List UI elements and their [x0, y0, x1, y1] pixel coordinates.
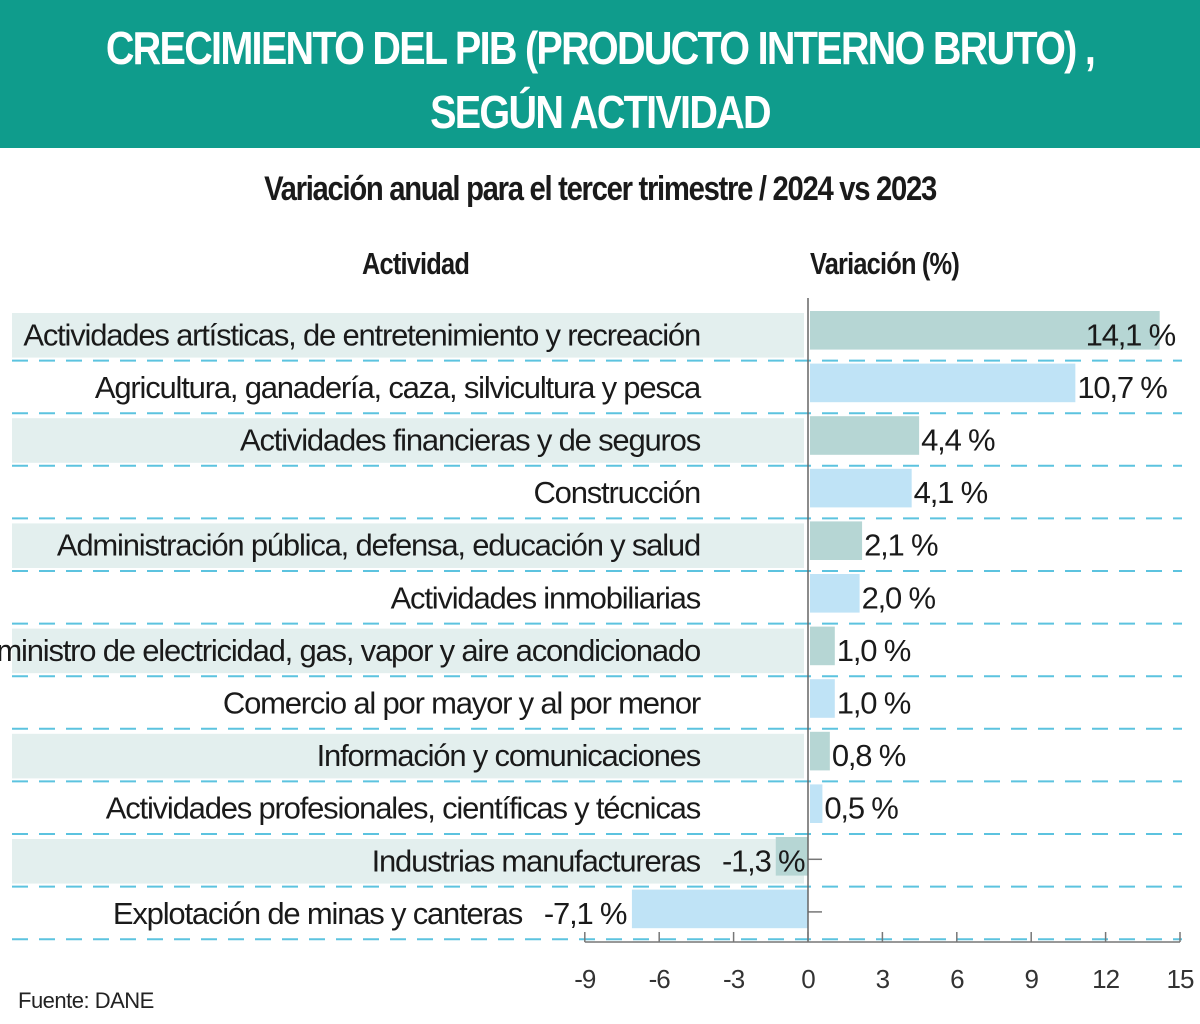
category-label: Industrias manufactureras — [372, 843, 701, 878]
bar — [810, 574, 860, 613]
category-label: Actividades inmobiliarias — [391, 580, 701, 615]
x-tick-label: -6 — [649, 964, 671, 994]
bar — [810, 416, 920, 455]
title-banner: CRECIMIENTO DEL PIB (PRODUCTO INTERNO BR… — [0, 0, 1200, 148]
bar — [810, 311, 1160, 350]
value-header: Variación (%) — [810, 246, 960, 281]
value-label: 1,0 % — [837, 686, 911, 721]
category-label: Administración pública, defensa, educaci… — [57, 528, 700, 563]
bar — [810, 521, 863, 560]
chart-title-line1: CRECIMIENTO DEL PIB (PRODUCTO INTERNO BR… — [105, 22, 1096, 74]
bar — [810, 679, 835, 718]
x-tick-label: -3 — [723, 964, 745, 994]
value-label: 10,7 % — [1077, 370, 1167, 405]
category-label: Explotación de minas y canteras — [113, 896, 523, 931]
value-label: -1,3 % — [722, 843, 805, 878]
label-band — [12, 628, 804, 674]
value-label: 4,1 % — [914, 475, 988, 510]
x-tick-label: 12 — [1092, 964, 1119, 994]
category-header: Actividad — [362, 246, 470, 281]
value-label: 2,1 % — [864, 528, 938, 563]
x-tick-label: 9 — [1024, 964, 1038, 994]
bar — [775, 837, 808, 876]
category-label: Suministro de electricidad, gas, vapor y… — [0, 633, 700, 668]
value-label: 1,0 % — [837, 633, 911, 668]
x-tick-label: 3 — [876, 964, 890, 994]
bar — [631, 889, 808, 929]
category-label: Actividades artísticas, de entretenimien… — [23, 317, 700, 352]
category-label: Agricultura, ganadería, caza, silvicultu… — [95, 370, 702, 405]
chart-subtitle: Variación anual para el tercer trimestre… — [264, 170, 937, 208]
label-band — [12, 733, 804, 779]
x-tick-label: 6 — [950, 964, 964, 994]
x-tick-label: -9 — [574, 964, 596, 994]
value-label: 0,5 % — [824, 791, 898, 826]
category-label: Actividades financieras y de seguros — [240, 423, 701, 458]
chart-title-line2: SEGÚN ACTIVIDAD — [430, 86, 772, 138]
label-band — [12, 839, 804, 884]
bar — [810, 363, 1076, 403]
label-band — [12, 313, 804, 358]
value-label: 0,8 % — [832, 738, 906, 773]
value-label: 4,4 % — [921, 423, 995, 458]
category-label: Construcción — [533, 475, 700, 510]
x-tick-label: 0 — [801, 964, 815, 994]
bar — [810, 784, 823, 823]
category-label: Actividades profesionales, científicas y… — [106, 791, 701, 826]
bar — [810, 731, 830, 771]
label-band — [12, 523, 804, 568]
bar — [810, 468, 912, 508]
source-note: Fuente: DANE — [18, 988, 154, 1013]
x-tick-label: 15 — [1167, 964, 1194, 994]
category-label: Comercio al por mayor y al por menor — [223, 686, 701, 721]
bar — [810, 626, 835, 666]
category-label: Información y comunicaciones — [317, 738, 701, 773]
value-label: -7,1 % — [544, 896, 627, 931]
value-label: 2,0 % — [862, 580, 936, 615]
value-label: 14,1 % — [1086, 317, 1176, 352]
label-band — [12, 418, 804, 463]
